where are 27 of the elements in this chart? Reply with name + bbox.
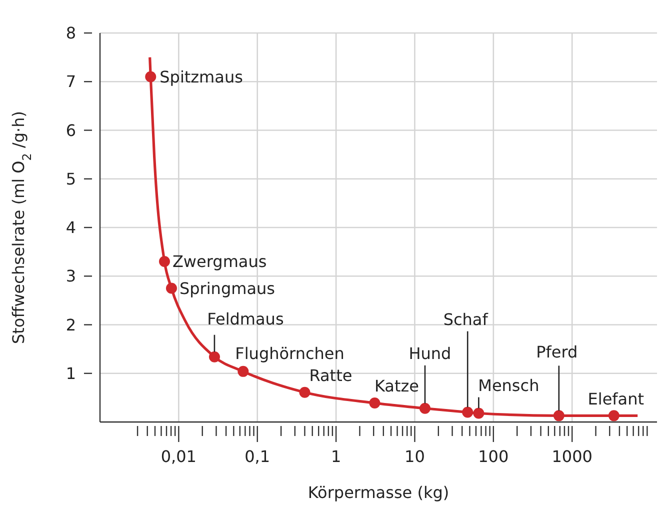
y-tick-label: 5 [66, 169, 76, 188]
annotation: Flughörnchen [235, 344, 344, 364]
annotation: Ratte [309, 366, 352, 385]
annotation: Mensch [478, 376, 540, 395]
annotation: Feldmaus [207, 309, 284, 328]
annotation: Elefant [588, 389, 644, 408]
x-tick-label: 1000 [552, 447, 592, 466]
annotation: Hund [408, 344, 452, 363]
x-tick-label: 10 [404, 447, 425, 466]
y-tick-label: 8 [66, 24, 76, 43]
y-tick-label: 4 [66, 218, 76, 238]
y-tick-label: 1 [66, 364, 76, 383]
x-tick-label: 100 [478, 447, 509, 466]
x-tick-label: 1 [330, 447, 342, 466]
y-tick-label: 7 [66, 72, 76, 92]
x-tick-label: 0,01 [160, 447, 196, 466]
y-tick-label: 2 [66, 315, 76, 334]
annotation: Zwergmaus [172, 252, 267, 272]
y-tick-label: 3 [66, 266, 76, 286]
annotation: Schaf [443, 310, 488, 329]
x-axis-title: Körpermasse (kg) [308, 483, 450, 502]
annotation: Katze [374, 376, 419, 396]
annotation: Pferd [536, 342, 578, 362]
y-tick-label: 6 [66, 120, 76, 140]
annotation: Spitzmaus [160, 67, 243, 86]
annotation: Springmaus [179, 278, 275, 298]
x-tick-label: 0,1 [244, 447, 270, 466]
